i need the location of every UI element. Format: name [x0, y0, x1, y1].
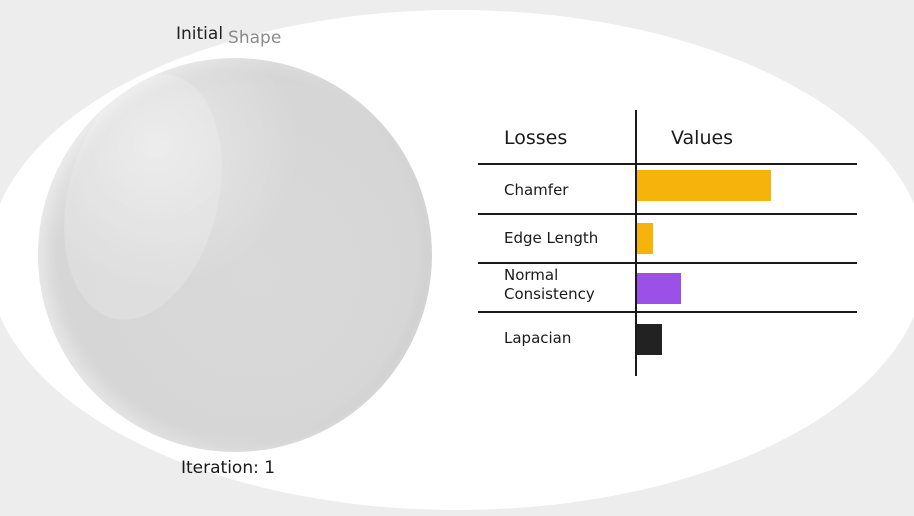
row-label-chamfer: Chamfer — [504, 181, 569, 199]
bar-chamfer — [637, 170, 771, 201]
shape-title-word-1: Initial — [176, 24, 224, 44]
table-divider-row-1 — [478, 213, 857, 215]
mesh-sphere — [38, 58, 432, 452]
bar-normal-consistency — [637, 273, 681, 304]
row-label-normal-line-2: Consistency — [504, 285, 595, 303]
header-losses: Losses — [504, 127, 568, 149]
bar-edge-length — [637, 223, 653, 254]
header-values: Values — [671, 127, 734, 149]
row-label-edge-length: Edge Length — [504, 229, 599, 247]
bar-lapacian — [637, 324, 662, 355]
table-divider-row-3 — [478, 311, 857, 313]
table-divider-header — [478, 163, 857, 165]
table-divider-vertical — [635, 110, 637, 376]
table-divider-row-2 — [478, 262, 857, 264]
row-label-lapacian: Lapacian — [504, 329, 572, 347]
loss-table: Losses Values Chamfer Edge Length Normal… — [478, 110, 857, 376]
iteration-label: Iteration: 1 — [181, 458, 276, 478]
shape-title: Initial Shape — [176, 24, 281, 48]
shape-title-word-2: Shape — [228, 28, 282, 48]
row-label-normal-consistency: Normal Consistency — [504, 266, 595, 304]
row-label-normal-line-1: Normal — [504, 266, 559, 284]
